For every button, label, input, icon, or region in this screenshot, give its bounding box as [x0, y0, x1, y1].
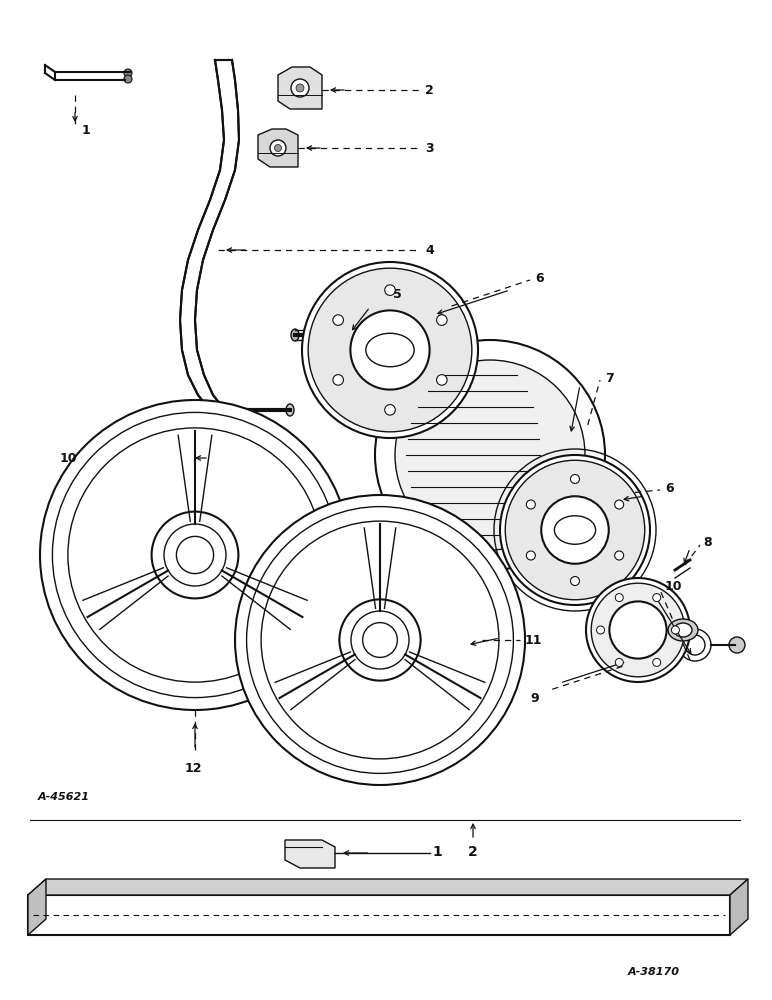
Text: 12: 12	[185, 762, 202, 774]
Text: 3: 3	[425, 141, 434, 154]
Circle shape	[261, 521, 499, 759]
Text: 7: 7	[605, 371, 614, 384]
Polygon shape	[28, 879, 46, 935]
Text: 1: 1	[432, 845, 442, 859]
Text: 10: 10	[60, 452, 77, 464]
Circle shape	[351, 611, 409, 669]
Text: 4: 4	[425, 243, 434, 256]
Text: 6: 6	[535, 271, 543, 284]
Circle shape	[296, 84, 304, 92]
Circle shape	[124, 69, 132, 77]
Polygon shape	[180, 60, 239, 425]
Polygon shape	[285, 840, 335, 868]
Circle shape	[597, 626, 604, 634]
Circle shape	[235, 495, 525, 785]
Circle shape	[52, 412, 337, 698]
Circle shape	[40, 400, 350, 710]
Circle shape	[527, 500, 535, 509]
Circle shape	[436, 315, 447, 325]
Circle shape	[189, 442, 221, 474]
Circle shape	[615, 500, 624, 509]
Circle shape	[68, 428, 322, 682]
Circle shape	[384, 285, 395, 295]
Circle shape	[679, 629, 711, 661]
Polygon shape	[28, 895, 730, 935]
Circle shape	[384, 405, 395, 415]
Circle shape	[591, 583, 685, 677]
Circle shape	[541, 496, 609, 564]
Circle shape	[340, 599, 421, 681]
Circle shape	[196, 449, 214, 467]
Circle shape	[246, 507, 513, 773]
Circle shape	[571, 475, 580, 484]
Circle shape	[395, 360, 585, 550]
Circle shape	[333, 315, 344, 325]
Text: 11: 11	[525, 634, 543, 647]
Circle shape	[672, 626, 679, 634]
Text: 6: 6	[665, 482, 674, 494]
Ellipse shape	[668, 619, 698, 641]
Polygon shape	[278, 67, 322, 109]
Circle shape	[201, 454, 209, 462]
Circle shape	[363, 623, 398, 657]
Text: 10: 10	[665, 580, 682, 592]
Circle shape	[275, 144, 282, 151]
Circle shape	[350, 310, 429, 390]
Circle shape	[124, 75, 132, 83]
Ellipse shape	[554, 516, 596, 544]
Circle shape	[586, 578, 690, 682]
Text: A-45621: A-45621	[38, 792, 90, 802]
Circle shape	[151, 512, 239, 598]
Circle shape	[652, 594, 661, 602]
Circle shape	[500, 455, 650, 605]
Circle shape	[527, 551, 535, 560]
Text: 9: 9	[530, 692, 539, 704]
Text: 5: 5	[393, 288, 401, 302]
Circle shape	[729, 637, 745, 653]
Text: 1: 1	[82, 123, 91, 136]
Circle shape	[308, 268, 472, 432]
Ellipse shape	[211, 404, 219, 416]
Polygon shape	[258, 129, 298, 167]
Ellipse shape	[366, 333, 415, 367]
Circle shape	[571, 576, 580, 585]
Ellipse shape	[674, 623, 692, 637]
Circle shape	[270, 140, 286, 156]
Circle shape	[302, 262, 478, 438]
Circle shape	[652, 658, 661, 666]
Circle shape	[609, 601, 666, 659]
Circle shape	[615, 658, 623, 666]
Circle shape	[291, 79, 309, 97]
Circle shape	[685, 635, 705, 655]
Ellipse shape	[286, 404, 294, 416]
Ellipse shape	[346, 329, 354, 341]
Text: 8: 8	[703, 536, 712, 548]
Text: 2: 2	[425, 84, 434, 97]
Circle shape	[615, 594, 623, 602]
Circle shape	[176, 536, 214, 574]
Polygon shape	[28, 879, 748, 895]
Circle shape	[333, 375, 344, 385]
Circle shape	[615, 551, 624, 560]
Polygon shape	[730, 879, 748, 935]
Text: A-38170: A-38170	[628, 967, 680, 977]
Text: 2: 2	[468, 845, 478, 859]
Ellipse shape	[291, 329, 299, 341]
Circle shape	[436, 375, 447, 385]
Circle shape	[375, 340, 605, 570]
Circle shape	[164, 524, 226, 586]
Circle shape	[505, 460, 645, 600]
